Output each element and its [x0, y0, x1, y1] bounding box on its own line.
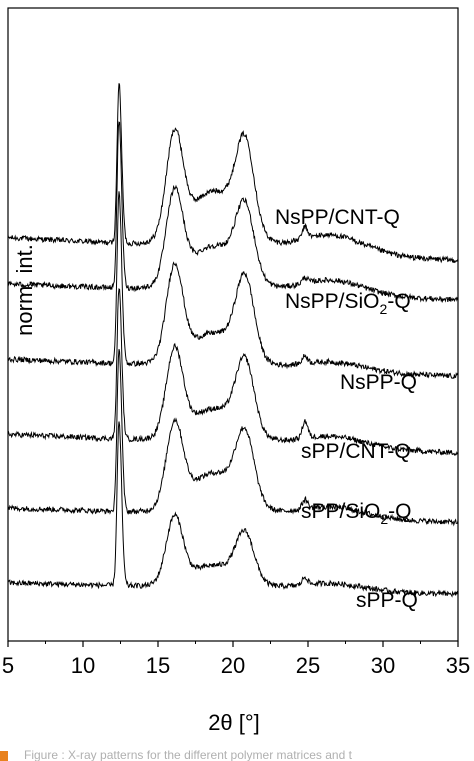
series-label-text: sPP/SiO	[301, 500, 380, 523]
series-line-1	[7, 83, 459, 264]
series-line-3	[7, 191, 459, 380]
figure-caption: Figure : X-ray patterns for the differen…	[0, 749, 474, 761]
caption-marker	[0, 751, 8, 761]
series-label-suffix: -Q	[387, 290, 410, 313]
x-tick-label: 5	[2, 653, 14, 678]
series-label-subscript: 2	[380, 301, 388, 317]
series-line-4	[7, 288, 459, 456]
caption-text: Figure : X-ray patterns for the differen…	[24, 749, 352, 761]
x-tick-label: 15	[146, 653, 170, 678]
series-lines	[7, 83, 459, 598]
x-tick-label: 30	[371, 653, 395, 678]
x-tick-label: 10	[71, 653, 95, 678]
series-label-2: NsPP/SiO2-Q	[285, 290, 411, 317]
series-label-6: sPP-Q	[356, 589, 418, 612]
x-tick-label: 20	[221, 653, 245, 678]
series-label-text: NsPP-Q	[340, 371, 417, 394]
series-label-3: NsPP-Q	[340, 371, 417, 394]
series-label-subscript: 2	[380, 511, 388, 527]
series-label-suffix: -Q	[388, 500, 411, 523]
x-tick-label: 35	[446, 653, 470, 678]
axes: 5 10 15 20 25 30 35	[2, 7, 470, 678]
x-axis-title: 2θ [°]	[208, 710, 260, 735]
series-line-2	[7, 121, 459, 304]
series-label-5: sPP/SiO2-Q	[301, 500, 411, 527]
series-line-5	[7, 348, 459, 527]
y-axis-title: norm. int.	[12, 244, 37, 336]
series-label-1: NsPP/CNT-Q	[275, 206, 400, 229]
series-label-text: sPP-Q	[356, 589, 418, 612]
series-label-4: sPP/CNT-Q	[301, 440, 411, 463]
series-label-text: sPP/CNT-Q	[301, 440, 411, 463]
plot-frame	[7, 7, 459, 642]
series-label-text: NsPP/SiO	[285, 290, 380, 313]
series-line-6	[7, 421, 459, 598]
series-labels: NsPP/CNT-QNsPP/SiO2-QNsPP-QsPP/CNT-QsPP/…	[275, 206, 418, 612]
series-label-text: NsPP/CNT-Q	[275, 206, 400, 229]
x-tick-label: 25	[296, 653, 320, 678]
